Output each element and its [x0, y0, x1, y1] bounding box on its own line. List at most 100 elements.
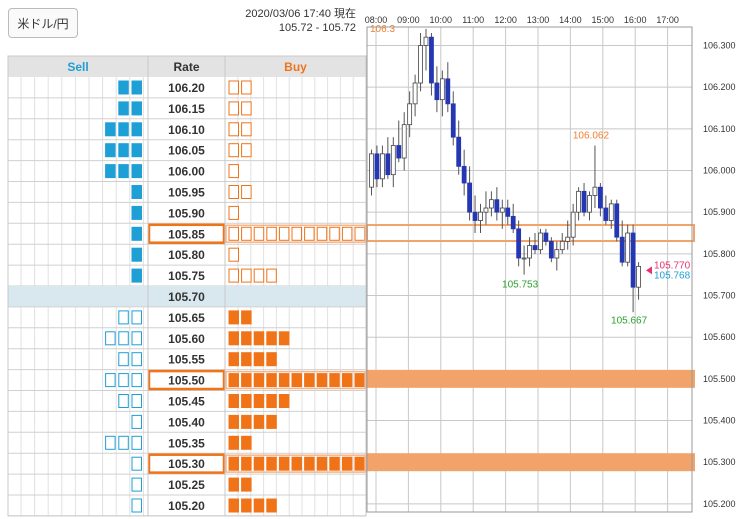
- orderbook-row: 106.00: [8, 164, 366, 182]
- y-tick-label: 105.700: [703, 291, 736, 301]
- x-tick-label: 11:00: [462, 15, 484, 25]
- candle: [587, 191, 592, 221]
- buy-order-slot: [329, 226, 340, 241]
- candle-body: [439, 78, 445, 101]
- candle: [407, 91, 413, 138]
- y-tick-label: 105.400: [703, 416, 736, 426]
- sell-order-block: [131, 247, 142, 262]
- buy-order-block: [341, 456, 353, 471]
- rate-cell: 106.15: [168, 102, 205, 116]
- buy-order-block: [228, 435, 239, 450]
- candle: [412, 74, 418, 117]
- top-clip-annotation: 106.3: [370, 24, 395, 35]
- buy-order-slot: [228, 268, 239, 283]
- buy-order-block: [291, 373, 302, 388]
- sell-order-slot: [131, 477, 142, 492]
- buy-highlight-band: [225, 224, 366, 243]
- rate-cell: 105.70: [168, 290, 205, 304]
- candle-body: [499, 207, 505, 213]
- buy-order-block: [316, 373, 328, 388]
- candle: [494, 187, 500, 221]
- candle: [510, 203, 516, 234]
- candle: [488, 191, 494, 217]
- sell-order-slot: [131, 310, 142, 325]
- y-tick-label: 105.500: [703, 374, 736, 384]
- buy-order-block: [241, 435, 252, 450]
- buy-order-slot: [253, 226, 265, 241]
- rate-cell: 105.65: [168, 311, 205, 325]
- rate-cell: 105.55: [168, 353, 205, 367]
- candle-body: [510, 215, 516, 230]
- candle-body: [401, 124, 407, 159]
- chart-frame: [366, 26, 693, 513]
- orderbook-row: 105.30: [8, 453, 366, 475]
- buy-order-slot: [241, 226, 252, 241]
- currency-pair-button[interactable]: 米ドル/円: [8, 8, 78, 38]
- sell-order-slot: [105, 331, 116, 346]
- candle-body: [472, 211, 478, 221]
- candle-body: [390, 145, 396, 176]
- buy-order-block: [241, 456, 252, 471]
- buy-order-slot: [241, 101, 252, 116]
- sell-order-slot: [118, 310, 129, 325]
- orderbook-row: 105.80: [8, 247, 366, 266]
- candle-body: [608, 203, 614, 221]
- candle: [423, 28, 429, 71]
- orderbook-row: 105.70: [8, 286, 366, 308]
- candle: [543, 228, 549, 246]
- sell-order-slot: [131, 331, 142, 346]
- buy-order-slot: [241, 185, 252, 199]
- candle-body: [467, 182, 473, 213]
- buy-order-slot: [228, 226, 239, 241]
- buy-order-slot: [241, 122, 252, 137]
- candle: [379, 145, 385, 188]
- candle: [570, 203, 576, 246]
- sell-order-slot: [131, 414, 142, 429]
- buy-header: Buy: [284, 60, 307, 74]
- candle-body: [559, 240, 565, 251]
- rate-cell: 106.00: [168, 165, 205, 179]
- candle: [619, 220, 625, 267]
- candles: [369, 28, 641, 313]
- orderbook-row: 105.90: [8, 205, 366, 224]
- low-annotation: 105.753: [502, 279, 539, 290]
- orderbook-row: 106.20: [8, 80, 366, 99]
- buy-order-block: [266, 352, 277, 367]
- orderbook-row: 105.50: [8, 369, 366, 391]
- candle: [369, 149, 374, 196]
- y-tick-label: 106.300: [703, 41, 736, 51]
- candle-body: [429, 36, 434, 84]
- y-tick-label: 105.200: [703, 499, 736, 509]
- rate-highlight-box: [147, 453, 226, 474]
- buy-order-block: [241, 310, 252, 325]
- buy-order-block: [228, 331, 239, 346]
- buy-order-slot: [341, 226, 353, 241]
- x-tick-label: 13:00: [527, 15, 550, 25]
- buy-order-block: [241, 498, 252, 513]
- candle: [472, 195, 478, 234]
- rate-cell: 105.40: [168, 415, 205, 429]
- orderbook-row: 105.65: [8, 310, 366, 329]
- sell-order-slot: [118, 373, 129, 388]
- sell-order-block: [118, 122, 129, 137]
- candle-body: [532, 245, 538, 251]
- sell-order-slot: [131, 435, 142, 450]
- quote-timestamp: 2020/03/06 17:40 現在: [245, 8, 356, 20]
- buy-order-slot: [316, 226, 328, 241]
- orderbook-row: 106.05: [8, 143, 366, 162]
- sell-order-block: [105, 143, 116, 158]
- sell-order-block: [131, 143, 142, 158]
- candle-body: [587, 195, 592, 213]
- candle: [461, 149, 467, 196]
- sell-order-slot: [118, 435, 129, 450]
- buy-highlight-band: [225, 454, 366, 473]
- chart-highlight-band: [366, 224, 695, 243]
- y-tick-label: 105.900: [703, 207, 736, 217]
- x-tick-label: 17:00: [656, 15, 679, 25]
- buy-order-slot: [228, 80, 239, 95]
- buy-order-block: [266, 414, 277, 429]
- candle: [614, 199, 620, 242]
- buy-order-block: [266, 394, 277, 408]
- candle-body: [412, 82, 418, 105]
- candle: [483, 191, 489, 225]
